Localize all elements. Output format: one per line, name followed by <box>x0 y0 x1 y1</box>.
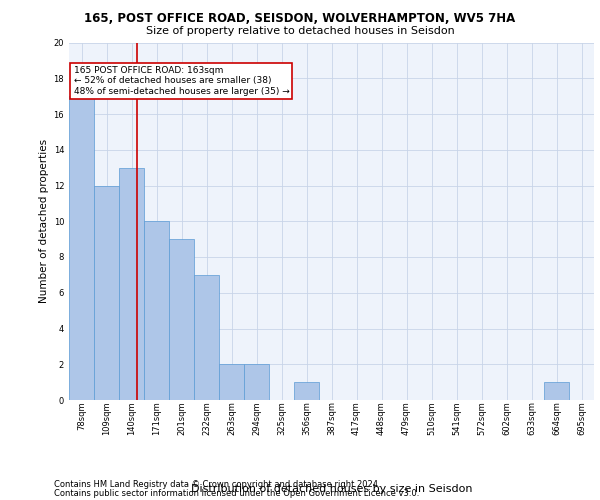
X-axis label: Distribution of detached houses by size in Seisdon: Distribution of detached houses by size … <box>191 484 472 494</box>
Text: 165 POST OFFICE ROAD: 163sqm
← 52% of detached houses are smaller (38)
48% of se: 165 POST OFFICE ROAD: 163sqm ← 52% of de… <box>74 66 289 96</box>
Bar <box>169 239 194 400</box>
Bar <box>69 96 94 400</box>
Text: Contains public sector information licensed under the Open Government Licence v3: Contains public sector information licen… <box>54 488 419 498</box>
Text: Size of property relative to detached houses in Seisdon: Size of property relative to detached ho… <box>146 26 454 36</box>
Bar <box>194 275 219 400</box>
Bar <box>544 382 569 400</box>
Y-axis label: Number of detached properties: Number of detached properties <box>40 139 49 304</box>
Bar <box>144 221 169 400</box>
Text: 165, POST OFFICE ROAD, SEISDON, WOLVERHAMPTON, WV5 7HA: 165, POST OFFICE ROAD, SEISDON, WOLVERHA… <box>85 12 515 24</box>
Bar <box>219 364 244 400</box>
Bar <box>294 382 319 400</box>
Bar <box>119 168 144 400</box>
Bar <box>244 364 269 400</box>
Text: Contains HM Land Registry data © Crown copyright and database right 2024.: Contains HM Land Registry data © Crown c… <box>54 480 380 489</box>
Bar <box>94 186 119 400</box>
